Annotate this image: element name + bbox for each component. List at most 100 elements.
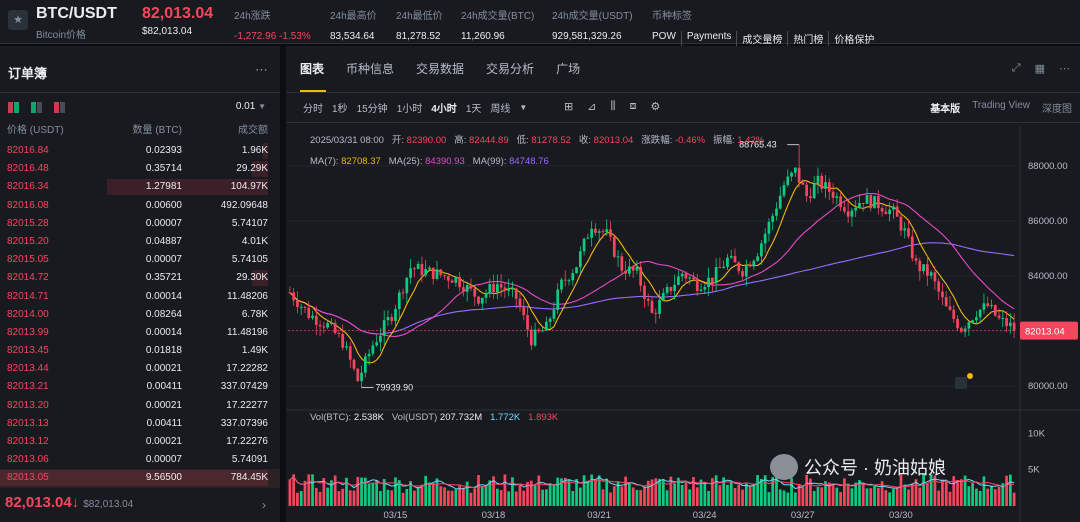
tag-hot-rank[interactable]: 热门榜 [793, 31, 830, 46]
table-row[interactable]: 82013.21 0.00411 337.07429 [0, 378, 280, 396]
candle-body [948, 306, 952, 310]
volume-bar [967, 486, 971, 506]
price-axis-label: 80000.00 [1028, 381, 1068, 392]
mode-bids-icon[interactable] [31, 102, 42, 113]
candle-body [435, 269, 439, 279]
more-icon[interactable]: ⋯ [1059, 63, 1070, 75]
table-row[interactable]: 82013.20 0.00021 17.22277 [0, 397, 280, 415]
table-row[interactable]: 82015.05 0.00007 5.74105 [0, 251, 280, 269]
table-row[interactable]: 82013.99 0.00014 11.48196 [0, 324, 280, 342]
mode-asks-icon[interactable] [54, 102, 65, 113]
ask-price: 82014.71 [7, 290, 49, 302]
stat-value: -1,272.96 -1.53% [234, 31, 311, 42]
volume-bar [892, 488, 895, 506]
tf-1d[interactable]: 1天 [465, 104, 482, 115]
view-depth[interactable]: 深度图 [1042, 104, 1072, 115]
fullscreen-icon[interactable]: ⤢ [1011, 62, 1021, 74]
view-basic[interactable]: 基本版 [930, 104, 961, 115]
mode-both-icon[interactable] [8, 102, 19, 113]
volume-bar [454, 489, 458, 506]
table-row[interactable]: 82014.00 0.08264 6.78K [0, 306, 280, 324]
table-row[interactable]: 82015.28 0.00007 5.74107 [0, 215, 280, 233]
candle-body [914, 258, 918, 261]
table-row[interactable]: 82013.45 0.01818 1.49K [0, 342, 280, 360]
tf-1h[interactable]: 1小时 [396, 104, 423, 115]
candle-body [869, 195, 873, 209]
volume-bar [737, 484, 741, 506]
more-icon[interactable]: ⋯ [255, 62, 268, 77]
tf-15m[interactable]: 15分钟 [356, 104, 388, 115]
volume-bar [677, 477, 680, 506]
chevron-down-icon[interactable]: ▼ [519, 103, 528, 112]
vol-usdt-label: Vol(USDT) [391, 412, 438, 423]
symbol-block[interactable]: BTC/USDT Bitcoin价格 [36, 5, 117, 41]
candle-body [729, 255, 733, 258]
tag-pow[interactable]: POW [652, 31, 682, 46]
pair-subtitle[interactable]: Bitcoin价格 [36, 30, 87, 41]
tab-chart[interactable]: 图表 [300, 62, 325, 76]
candle-type-icon[interactable]: ⊞ [564, 101, 574, 113]
tag-payments[interactable]: Payments [687, 31, 738, 46]
candle-body [975, 317, 978, 321]
table-row[interactable]: 82013.05 9.56500 784.45K [0, 469, 280, 488]
x-axis-label: 03/30 [889, 510, 913, 521]
orderbook-last-price[interactable]: 82,013.04↓ $82,013.04 [5, 494, 133, 512]
low-value: 81278.52 [531, 135, 571, 146]
ask-total: 492.09648 [220, 199, 268, 211]
table-row[interactable]: 82013.06 0.00007 5.74091 [0, 451, 280, 469]
volume-bar [922, 474, 925, 506]
indicator-icon[interactable]: ⊿ [587, 101, 597, 113]
candle-body [514, 288, 518, 299]
volume-bar [959, 479, 963, 506]
volume-bar [578, 487, 582, 506]
favorite-star-icon[interactable]: ★ [8, 10, 28, 30]
candle-body [703, 287, 707, 290]
candle-body [552, 309, 556, 319]
tab-coin-info[interactable]: 币种信息 [346, 62, 395, 76]
price-axis-label: 86000.00 [1028, 216, 1068, 227]
table-row[interactable]: 82016.48 0.35714 29.29K [0, 160, 280, 178]
chevron-right-icon[interactable]: › [262, 498, 266, 512]
grid-layout-icon[interactable]: ▦ [1034, 63, 1045, 75]
tab-trading-data[interactable]: 交易数据 [416, 62, 465, 76]
tf-1s[interactable]: 1秒 [332, 104, 348, 115]
price-step-select[interactable]: 0.01 ▼ [236, 101, 266, 112]
ask-total: 5.74105 [231, 254, 268, 266]
volume-bar [639, 490, 643, 506]
ma7-label: MA(7): [310, 156, 339, 167]
tf-line[interactable]: 分时 [303, 104, 323, 115]
table-row[interactable]: 82016.08 0.00600 492.09648 [0, 197, 280, 215]
candle-body [812, 184, 816, 199]
table-row[interactable]: 82013.12 0.00021 17.22276 [0, 433, 280, 451]
volume-bar [537, 475, 541, 506]
tf-4h[interactable]: 4小时 [431, 104, 457, 115]
volume-bar [533, 484, 537, 506]
tag-volume-rank[interactable]: 成交量榜 [742, 31, 789, 46]
amp-label: 振幅: [713, 135, 735, 146]
tab-square[interactable]: 广场 [556, 62, 581, 76]
ask-total: 337.07396 [220, 417, 268, 429]
table-row[interactable]: 82013.13 0.00411 337.07396 [0, 415, 280, 433]
volume-bar [311, 474, 314, 506]
view-tradingview[interactable]: Trading View [972, 100, 1030, 111]
volume-bar [884, 490, 888, 506]
chart-panel: 图表 币种信息 交易数据 交易分析 广场 ⤢ ▦ ⋯ 分时 1秒 15分钟 1小… [286, 46, 1080, 522]
table-row[interactable]: 82013.44 0.00021 17.22282 [0, 360, 280, 378]
candlestick-chart[interactable]: 80000.0082000.0084000.0086000.0088000.00… [286, 46, 1080, 522]
candlestick-icon[interactable]: ⫼ [610, 100, 616, 112]
table-row[interactable]: 82016.84 0.02393 1.96K [0, 142, 280, 160]
table-row[interactable]: 82015.20 0.04887 4.01K [0, 233, 280, 251]
tag-price-protection[interactable]: 价格保护 [834, 35, 875, 46]
volume-bar [590, 474, 594, 506]
volume-bar [1005, 475, 1008, 506]
compare-icon[interactable]: ⧈ [629, 100, 637, 112]
tf-1w[interactable]: 周线 [490, 104, 511, 115]
x-axis-label: 03/21 [587, 510, 611, 521]
table-row[interactable]: 82014.71 0.00014 11.48206 [0, 288, 280, 306]
table-row[interactable]: 82014.72 0.35721 29.30K [0, 269, 280, 287]
ask-price: 82013.12 [7, 436, 49, 447]
ask-price: 82016.08 [7, 199, 49, 211]
settings-gear-icon[interactable]: ⚙ [650, 101, 661, 113]
tab-trading-analysis[interactable]: 交易分析 [486, 62, 535, 76]
table-row[interactable]: 82016.34 1.27981 104.97K [0, 178, 280, 196]
